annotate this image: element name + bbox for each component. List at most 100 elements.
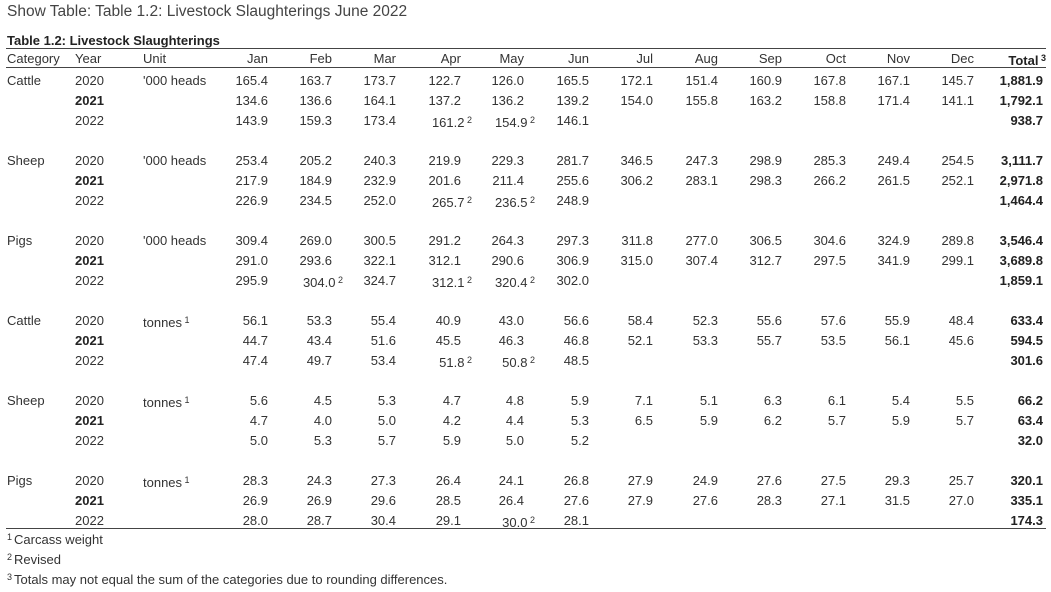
value-cell: 56.6 bbox=[563, 313, 589, 328]
value-cell: 172.1 bbox=[620, 73, 653, 88]
value-cell: 25.7 bbox=[948, 473, 974, 488]
total-cell: 2,971.8 bbox=[999, 173, 1043, 188]
header-month-jan: Jan bbox=[247, 51, 268, 66]
value-cell: 290.6 bbox=[491, 253, 524, 268]
value-cell: 26.4 bbox=[435, 473, 461, 488]
value-cell: 24.9 bbox=[692, 473, 718, 488]
value-cell: 58.4 bbox=[627, 313, 653, 328]
year-cell: 2021 bbox=[75, 493, 104, 508]
value-cell: 52.1 bbox=[627, 333, 653, 348]
header-month-aug: Aug bbox=[694, 51, 718, 66]
value-cell: 322.1 bbox=[363, 253, 396, 268]
value-cell: 297.5 bbox=[813, 253, 846, 268]
category-label: Pigs bbox=[7, 233, 33, 248]
value-cell: 229.3 bbox=[491, 153, 524, 168]
value-cell: 24.3 bbox=[306, 473, 332, 488]
value-cell: 5.9 bbox=[570, 393, 589, 408]
value-cell: 53.4 bbox=[370, 353, 396, 368]
value-cell: 46.3 bbox=[498, 333, 524, 348]
value-cell: 291.0 bbox=[235, 253, 268, 268]
value-cell: 4.2 bbox=[442, 413, 461, 428]
value-cell: 45.6 bbox=[948, 333, 974, 348]
value-cell: 27.0 bbox=[948, 493, 974, 508]
value-cell: 264.3 bbox=[491, 233, 524, 248]
value-cell: 167.8 bbox=[813, 73, 846, 88]
value-cell: 154.9 2 bbox=[494, 115, 535, 130]
value-cell: 164.1 bbox=[363, 93, 396, 108]
year-cell: 2021 bbox=[75, 253, 104, 268]
revised-mark: 2 bbox=[464, 275, 472, 285]
header-category: Category bbox=[7, 51, 60, 66]
value-cell: 56.1 bbox=[884, 333, 910, 348]
value-cell: 28.3 bbox=[756, 493, 782, 508]
revised-mark: 2 bbox=[335, 275, 343, 285]
header-month-dec: Dec bbox=[950, 51, 974, 66]
year-cell: 2020 bbox=[75, 313, 104, 328]
unit-label: '000 heads bbox=[143, 153, 207, 168]
footnote-3: 3 Totals may not equal the sum of the cat… bbox=[7, 572, 447, 587]
total-cell: 633.4 bbox=[1010, 313, 1043, 328]
value-cell: 55.6 bbox=[756, 313, 782, 328]
value-cell: 6.5 bbox=[634, 413, 653, 428]
total-cell: 3,111.7 bbox=[1001, 153, 1043, 168]
year-cell: 2021 bbox=[75, 333, 104, 348]
unit-footnote-mark: 1 bbox=[182, 315, 190, 325]
value-cell: 163.2 bbox=[749, 93, 782, 108]
value-cell: 265.7 2 bbox=[431, 195, 472, 210]
revised-mark: 2 bbox=[464, 115, 472, 125]
footnote-mark: 2 bbox=[7, 552, 13, 562]
total-cell: 1,881.9 bbox=[999, 73, 1043, 88]
value-cell: 4.8 bbox=[505, 393, 524, 408]
value-cell: 4.0 bbox=[313, 413, 332, 428]
value-cell: 302.0 bbox=[556, 273, 589, 288]
value-cell: 27.9 bbox=[627, 493, 653, 508]
unit-footnote-mark: 1 bbox=[182, 475, 190, 485]
value-cell: 40.9 bbox=[435, 313, 461, 328]
value-cell: 31.5 bbox=[884, 493, 910, 508]
footnote-2: 2 Revised bbox=[7, 552, 61, 567]
value-cell: 29.6 bbox=[370, 493, 396, 508]
value-cell: 298.9 bbox=[749, 153, 782, 168]
value-cell: 4.4 bbox=[505, 413, 524, 428]
value-cell: 154.0 bbox=[620, 93, 653, 108]
year-cell: 2020 bbox=[75, 153, 104, 168]
value-cell: 134.6 bbox=[235, 93, 268, 108]
table-top-rule bbox=[6, 48, 1046, 49]
value-cell: 27.5 bbox=[820, 473, 846, 488]
value-cell: 307.4 bbox=[685, 253, 718, 268]
value-cell: 50.8 2 bbox=[502, 355, 535, 370]
value-cell: 312.1 2 bbox=[431, 275, 472, 290]
value-cell: 4.5 bbox=[313, 393, 332, 408]
value-cell: 52.3 bbox=[692, 313, 718, 328]
header-total: Total 3 bbox=[1008, 53, 1046, 68]
revised-mark: 2 bbox=[464, 195, 472, 205]
value-cell: 165.4 bbox=[235, 73, 268, 88]
value-cell: 28.3 bbox=[242, 473, 268, 488]
value-cell: 205.2 bbox=[299, 153, 332, 168]
footnote-mark: 1 bbox=[7, 532, 13, 542]
value-cell: 306.2 bbox=[620, 173, 653, 188]
value-cell: 167.1 bbox=[877, 73, 910, 88]
year-cell: 2022 bbox=[75, 433, 104, 448]
value-cell: 143.9 bbox=[235, 113, 268, 128]
value-cell: 346.5 bbox=[620, 153, 653, 168]
total-cell: 32.0 bbox=[1017, 433, 1043, 448]
revised-mark: 2 bbox=[527, 355, 535, 365]
value-cell: 285.3 bbox=[813, 153, 846, 168]
value-cell: 158.8 bbox=[813, 93, 846, 108]
value-cell: 27.9 bbox=[627, 473, 653, 488]
category-label: Cattle bbox=[7, 313, 41, 328]
value-cell: 324.9 bbox=[877, 233, 910, 248]
value-cell: 5.4 bbox=[891, 393, 910, 408]
value-cell: 234.5 bbox=[299, 193, 332, 208]
total-cell: 174.3 bbox=[1010, 513, 1043, 528]
value-cell: 217.9 bbox=[235, 173, 268, 188]
value-cell: 299.1 bbox=[941, 253, 974, 268]
value-cell: 29.3 bbox=[884, 473, 910, 488]
value-cell: 163.7 bbox=[299, 73, 332, 88]
category-label: Cattle bbox=[7, 73, 41, 88]
revised-mark: 2 bbox=[527, 195, 535, 205]
value-cell: 219.9 bbox=[428, 153, 461, 168]
value-cell: 6.1 bbox=[827, 393, 846, 408]
page-title: Show Table: Table 1.2: Livestock Slaught… bbox=[7, 3, 408, 20]
